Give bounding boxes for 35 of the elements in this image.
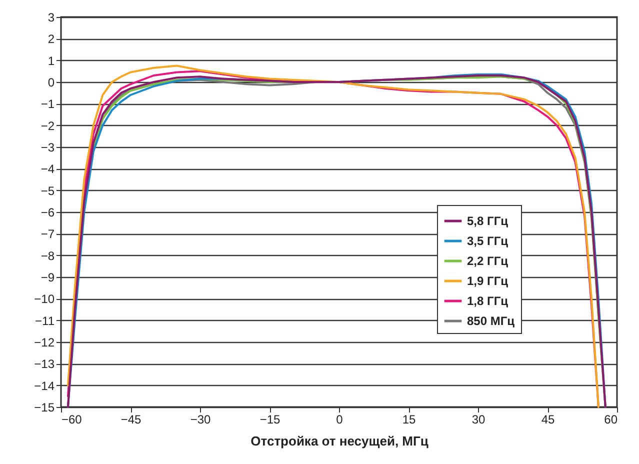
- y-tick-label: −11: [35, 314, 55, 328]
- legend-label: 2,2 ГГц: [467, 254, 509, 268]
- y-tick-label: 0: [48, 76, 55, 90]
- y-tick-label: −14: [34, 378, 55, 393]
- x-tick-label: 15: [402, 412, 416, 426]
- legend-label: 1,8 ГГц: [467, 294, 509, 308]
- y-tick-label: −6: [40, 206, 55, 220]
- x-tick-label: −15: [260, 412, 280, 426]
- y-tick-label: −2: [40, 118, 55, 133]
- x-tick-label: 45: [541, 412, 555, 426]
- x-tick-label: 0: [336, 412, 344, 426]
- y-tick-label: 2: [48, 32, 55, 46]
- x-tick-label: −45: [120, 412, 142, 426]
- x-tick-label: −30: [190, 412, 211, 426]
- y-tick-label: −13: [34, 357, 55, 372]
- y-tick-label: −1: [40, 97, 55, 112]
- y-tick-label: −3: [40, 140, 55, 154]
- x-tick-label: −60: [62, 412, 82, 426]
- legend-label: 1,9 ГГц: [467, 274, 509, 288]
- x-tick-label: 30: [472, 412, 486, 426]
- y-tick-label: −10: [34, 292, 55, 306]
- x-axis-title: Отстройка от несущей, МГц: [250, 434, 428, 448]
- y-tick-label: 1: [48, 54, 55, 68]
- y-tick-label: −7: [40, 227, 55, 242]
- y-tick-label: −9: [40, 270, 55, 284]
- x-tick-label: 60: [604, 412, 618, 426]
- y-tick-label: 3: [48, 10, 55, 24]
- y-tick-label: −12: [34, 336, 55, 350]
- y-tick-label: −15: [34, 400, 55, 414]
- y-tick-label: −4: [40, 162, 55, 176]
- legend-label: 5,8 ГГц: [467, 214, 509, 228]
- legend-label: 3,5 ГГц: [467, 234, 509, 248]
- y-tick-label: −8: [40, 248, 55, 263]
- y-tick-label: −5: [40, 184, 55, 198]
- legend-label: 850 МГц: [467, 314, 516, 328]
